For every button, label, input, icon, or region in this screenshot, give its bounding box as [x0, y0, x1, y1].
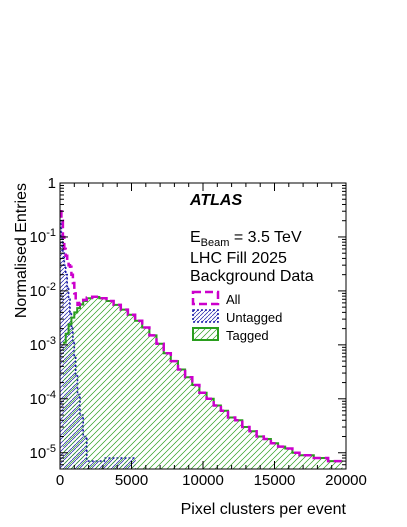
legend-label-tagged: Tagged [226, 328, 269, 343]
x-axis-title: Pixel clusters per event [181, 501, 347, 518]
x-tick-label: 0 [56, 472, 64, 489]
legend-swatch-all [191, 290, 220, 306]
series-layer [60, 209, 343, 469]
legend-swatch-untagged [192, 309, 219, 323]
dataset-label: Background Data [190, 268, 314, 285]
experiment-label: ATLAS [189, 192, 242, 209]
y-axis-title: Normalised Entries [13, 183, 30, 318]
legend-label-untagged: Untagged [226, 310, 282, 325]
fill-label: LHC Fill 2025 [190, 250, 287, 267]
legend-label-all: All [226, 292, 241, 307]
series-fill-tagged [62, 297, 343, 469]
legend-swatch-tagged [192, 327, 219, 341]
x-tick-label: 5000 [115, 472, 148, 489]
legend: All Untagged Tagged [191, 290, 282, 343]
y-tick-label: 10-1 [30, 227, 56, 246]
x-tick-label: 20000 [325, 472, 367, 489]
y-tick-label: 10-2 [30, 281, 56, 300]
series-line-all [60, 209, 343, 463]
y-tick-label: 10-5 [30, 443, 56, 462]
x-tick-label: 15000 [254, 472, 296, 489]
y-tick-label: 1 [48, 175, 56, 192]
x-tick-label: 10000 [182, 472, 224, 489]
y-tick-label: 10-3 [30, 335, 56, 354]
ticks-layer: 0 5000 10000 15000 20000 10-5 10-4 10-3 10-2 10-1… [30, 175, 367, 489]
y-tick-label: 10-4 [30, 389, 56, 408]
beam-energy-label: EBeam = 3.5 TeV [190, 229, 302, 249]
